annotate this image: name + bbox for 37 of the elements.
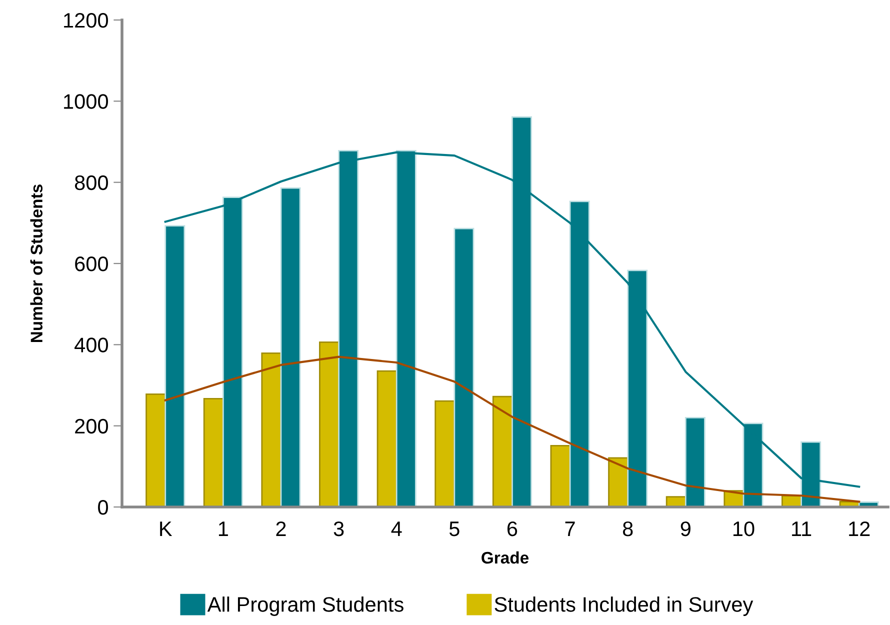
bar — [376, 370, 398, 507]
y-tick-label: 1200 — [64, 13, 108, 28]
x-tick-label: K — [160, 522, 172, 536]
bar — [164, 225, 186, 507]
x-axis-title: Grade — [482, 551, 529, 564]
x-tick-label: 4 — [391, 522, 402, 536]
legend-label: Students Included in Survey — [494, 596, 754, 616]
legend-label: All Program Students — [207, 596, 404, 616]
x-tick-label: 7 — [565, 522, 575, 536]
y-tick-label: 400 — [74, 338, 108, 352]
x-tick-label: 1 — [218, 522, 228, 536]
bar — [684, 417, 706, 507]
x-tick-label: 2 — [276, 521, 286, 536]
x-tick-label: 3 — [334, 521, 344, 536]
x-tick-label: 8 — [622, 521, 633, 536]
bar — [454, 228, 474, 507]
x-tick-label: 6 — [507, 521, 518, 536]
bar — [550, 445, 571, 507]
y-tick-label: 1000 — [64, 94, 108, 109]
bar — [146, 393, 166, 507]
line-series — [164, 356, 860, 503]
y-tick-label: 600 — [75, 256, 108, 272]
bar — [492, 396, 513, 507]
x-tick-label: 5 — [449, 522, 460, 536]
bar — [280, 187, 301, 507]
y-tick-label: 800 — [74, 175, 108, 190]
y-axis-title: Number of Students — [30, 184, 43, 342]
bar — [434, 400, 456, 507]
x-tick-label: 11 — [792, 522, 812, 536]
y-tick-label: 0 — [98, 500, 108, 515]
bar — [203, 398, 224, 507]
bar — [319, 342, 340, 507]
bar — [261, 352, 282, 507]
x-tick-label: 10 — [733, 521, 754, 536]
y-tick-label: 200 — [75, 418, 108, 434]
x-tick-label: 9 — [680, 521, 690, 536]
x-tick-label: 12 — [849, 521, 870, 536]
